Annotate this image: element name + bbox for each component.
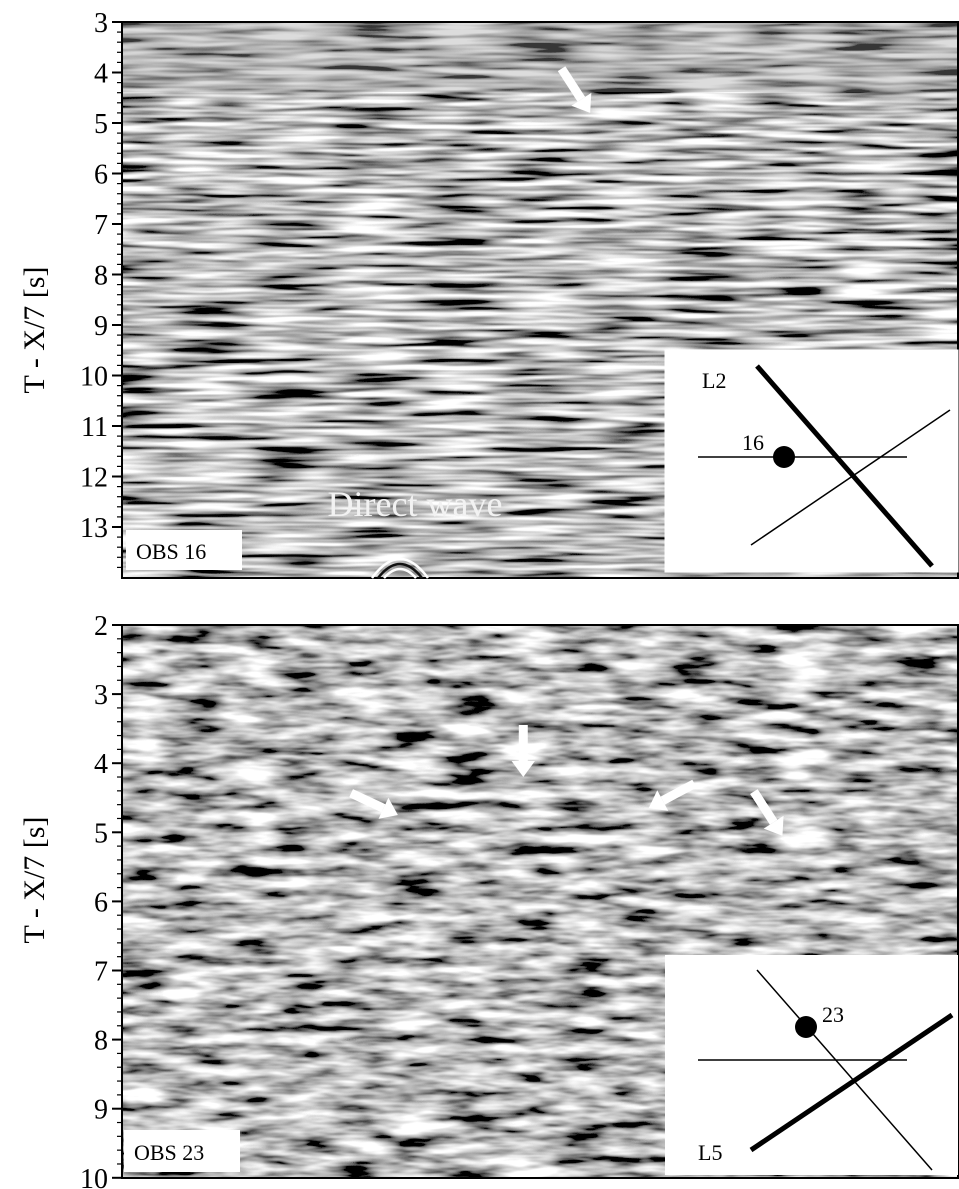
- y-tick-label: 6: [94, 887, 108, 918]
- arrow-head: [378, 797, 398, 819]
- y-tick-label: 5: [94, 818, 108, 849]
- y-tick-label: 9: [94, 311, 108, 342]
- bottom-inset-thick-line: [749, 1012, 954, 1153]
- y-tick-label: 7: [94, 957, 108, 988]
- y-tick-label: 4: [94, 59, 108, 90]
- y-tick-label: 3: [94, 8, 108, 39]
- top-y-axis: 3 4 5 6 7 8 9 10 11 12 13: [80, 8, 122, 569]
- bottom-arrows: [349, 725, 784, 836]
- y-tick-label: 2: [94, 611, 108, 642]
- obs16-label: OBS 16: [136, 539, 206, 564]
- top-quiet-zone: [122, 22, 958, 92]
- bottom-inset-station-marker: [795, 1016, 817, 1038]
- arrow-head: [571, 92, 592, 113]
- top-inset-station-number: 16: [742, 430, 764, 455]
- obs16-label-box: OBS 16: [126, 530, 242, 570]
- bottom-inset-station-number: 23: [822, 1002, 844, 1027]
- arrow-head: [511, 761, 535, 778]
- top-y-axis-title: T - X/7 [s]: [18, 267, 51, 394]
- obs23-label-box: OBS 23: [124, 1130, 240, 1172]
- top-inset-line-label: L2: [702, 368, 726, 393]
- top-inset-thin-line-diagonal: [750, 409, 951, 546]
- arrow-head: [763, 815, 784, 836]
- y-tick-label: 8: [94, 1026, 108, 1057]
- y-tick-label: 4: [94, 749, 108, 780]
- obs23-label: OBS 23: [134, 1140, 204, 1165]
- top-arrows: [557, 66, 592, 113]
- y-tick-label: 11: [81, 412, 108, 443]
- top-inset-station-marker: [773, 446, 795, 468]
- y-tick-label: 3: [94, 680, 108, 711]
- y-tick-label: 10: [80, 1164, 108, 1189]
- top-plot-frame: [121, 21, 959, 579]
- top-inset-thick-line: [755, 364, 934, 568]
- y-tick-label: 13: [80, 513, 108, 544]
- y-tick-label: 9: [94, 1095, 108, 1126]
- y-tick-label: 7: [94, 210, 108, 241]
- bottom-inset-thin-line-diagonal: [756, 969, 933, 1171]
- arrow-shaft: [660, 779, 697, 805]
- bottom-inset-line-label: L5: [698, 1140, 722, 1165]
- arrow-shaft: [557, 66, 586, 102]
- y-tick-label: 10: [80, 362, 108, 393]
- direct-wave-annotation: Direct wave: [328, 484, 503, 524]
- y-tick-label: 12: [80, 463, 108, 494]
- y-tick-label: 8: [94, 261, 108, 292]
- arrow-head: [648, 790, 669, 811]
- bottom-inset-map: 23 L5: [665, 955, 958, 1175]
- top-inset-map: 16 L2: [664, 349, 959, 573]
- y-tick-label: 5: [94, 109, 108, 140]
- arrow-shaft: [750, 789, 778, 825]
- direct-wave-arrival: [370, 557, 430, 579]
- bottom-y-axis: 2 3 4 5 6 7 8 9 10: [80, 611, 122, 1189]
- y-tick-label: 6: [94, 160, 108, 191]
- arrow-shaft: [349, 789, 386, 813]
- bottom-y-axis-title: T - X/7 [s]: [18, 817, 51, 944]
